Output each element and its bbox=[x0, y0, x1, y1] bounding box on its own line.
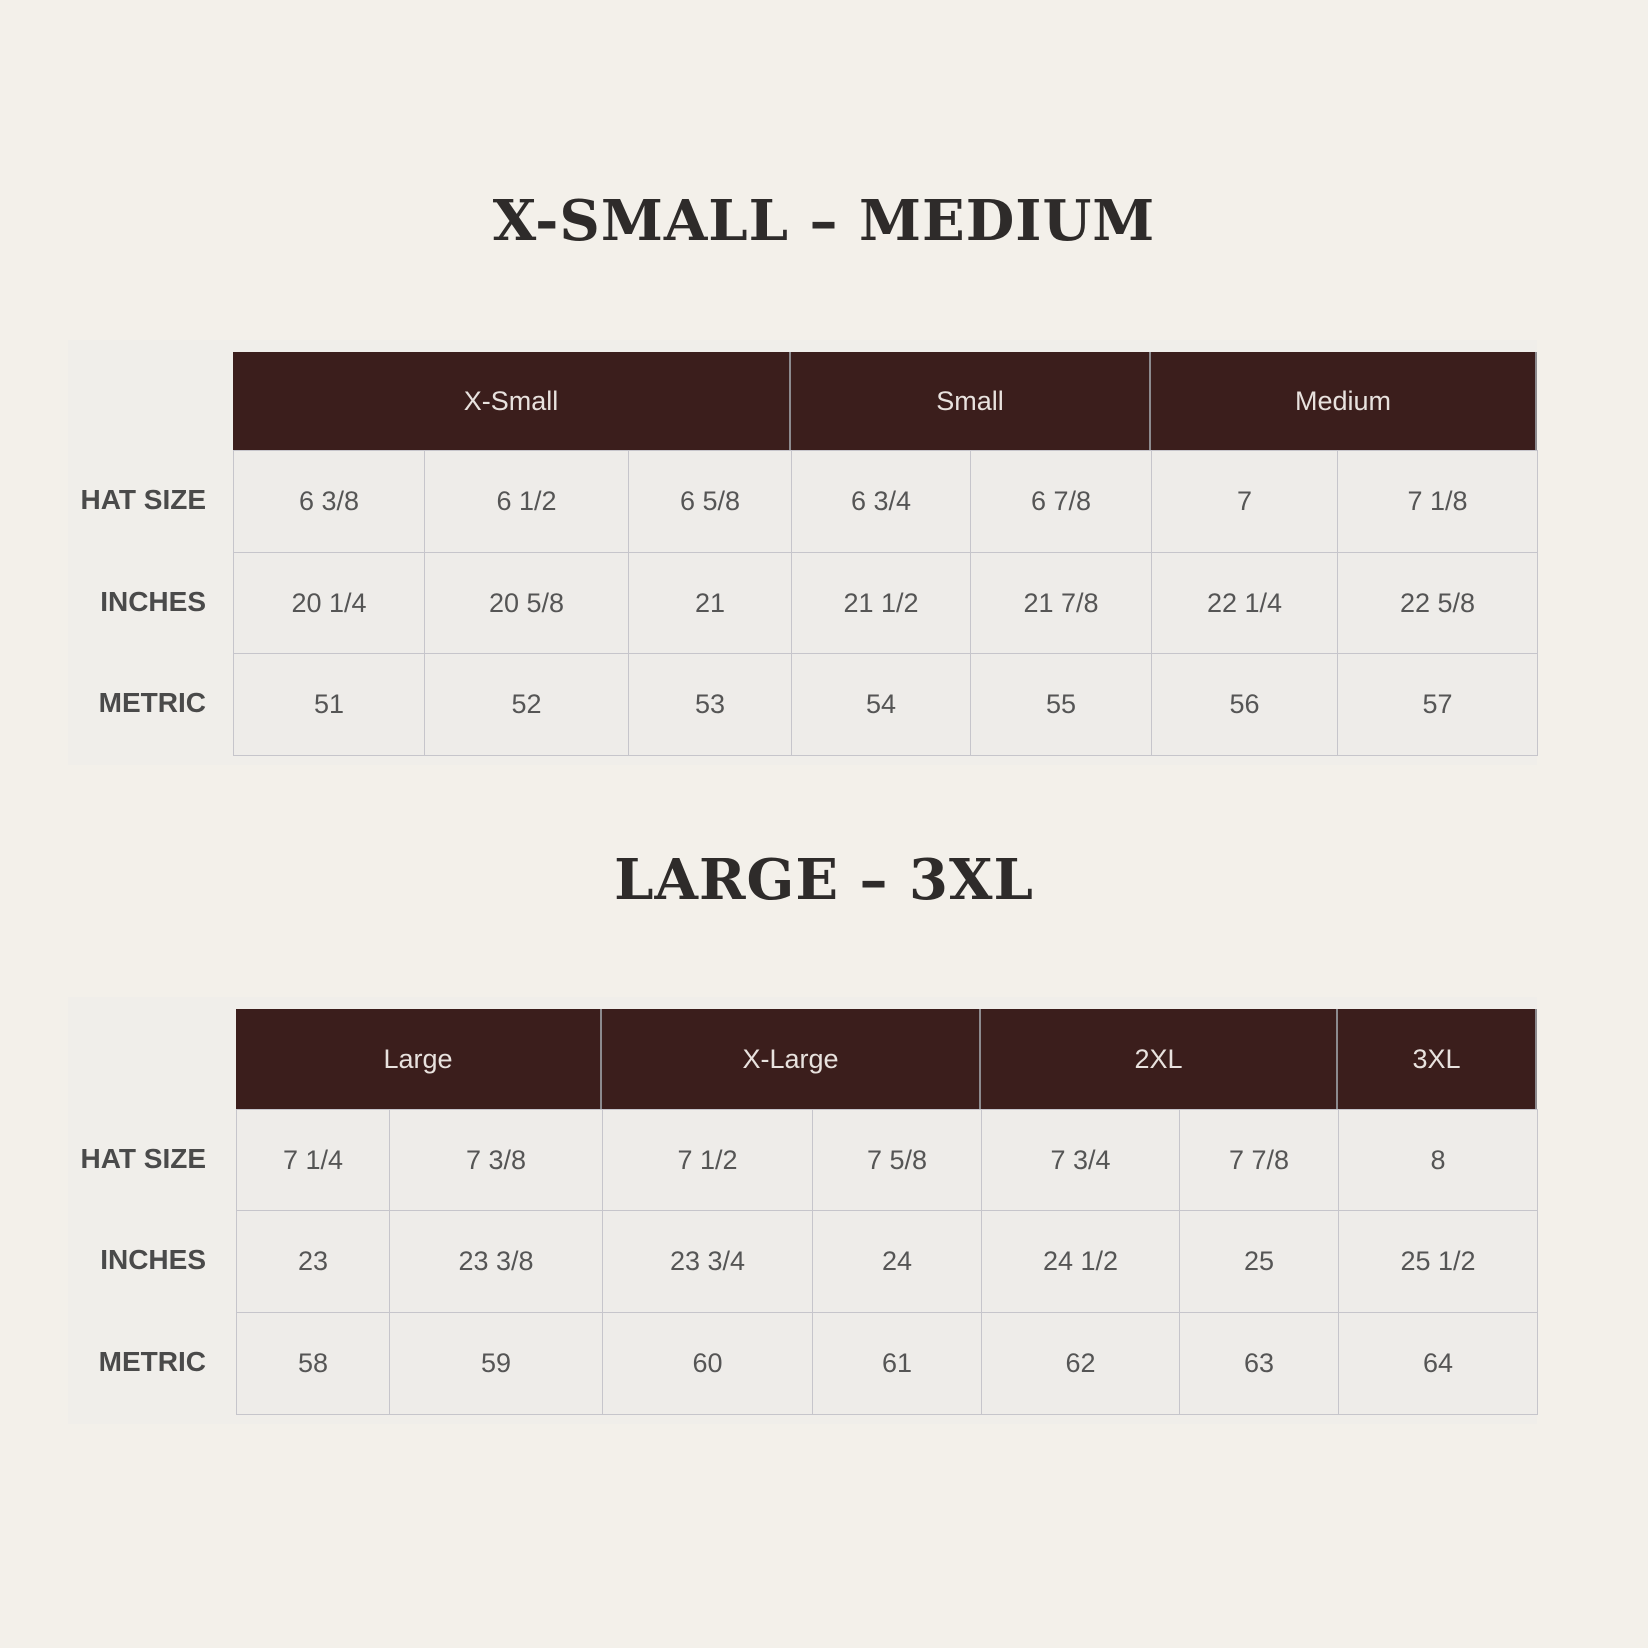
table-cell: 59 bbox=[389, 1312, 603, 1415]
table-cell: 20 1/4 bbox=[233, 552, 425, 654]
table-cell: 58 bbox=[236, 1312, 390, 1415]
table-cell: 54 bbox=[791, 653, 971, 756]
table-cell: 63 bbox=[1179, 1312, 1339, 1415]
table-cell: 7 7/8 bbox=[1179, 1109, 1339, 1211]
size-group-header: 2XL bbox=[981, 1009, 1338, 1109]
table-cell: 25 bbox=[1179, 1210, 1339, 1313]
table-cell: 23 3/8 bbox=[389, 1210, 603, 1313]
row-label: METRIC bbox=[98, 1346, 206, 1377]
table-cell: 23 bbox=[236, 1210, 390, 1313]
table-cell: 6 1/2 bbox=[424, 450, 629, 553]
table-cell: 53 bbox=[628, 653, 792, 756]
table-cell: 21 1/2 bbox=[791, 552, 971, 654]
table-cell: 60 bbox=[602, 1312, 813, 1415]
table-cell: 22 5/8 bbox=[1337, 552, 1538, 654]
table-cell: 6 3/8 bbox=[233, 450, 425, 553]
table-cell: 52 bbox=[424, 653, 629, 756]
table-cell: 7 1/4 bbox=[236, 1109, 390, 1211]
table-cell: 7 3/8 bbox=[389, 1109, 603, 1211]
table-cell: 23 3/4 bbox=[602, 1210, 813, 1313]
table-cell: 7 1/2 bbox=[602, 1109, 813, 1211]
row-label: INCHES bbox=[100, 585, 206, 617]
table-cell: 22 1/4 bbox=[1151, 552, 1338, 654]
table-cell: 8 bbox=[1338, 1109, 1538, 1211]
section-title: LARGE – 3XL bbox=[614, 847, 1034, 913]
table-cell: 62 bbox=[981, 1312, 1180, 1415]
table-cell: 21 bbox=[628, 552, 792, 654]
size-group-header: 3XL bbox=[1338, 1009, 1537, 1109]
table-cell: 7 3/4 bbox=[981, 1109, 1180, 1211]
row-label: METRIC bbox=[98, 687, 206, 718]
table-cell: 20 5/8 bbox=[424, 552, 629, 654]
table-cell: 7 5/8 bbox=[812, 1109, 982, 1211]
table-cell: 6 3/4 bbox=[791, 450, 971, 553]
size-group-header: Large bbox=[236, 1009, 602, 1109]
table-cell: 61 bbox=[812, 1312, 982, 1415]
table-cell: 6 5/8 bbox=[628, 450, 792, 553]
table-cell: 25 1/2 bbox=[1338, 1210, 1538, 1313]
table-cell: 7 1/8 bbox=[1337, 450, 1538, 553]
table-cell: 56 bbox=[1151, 653, 1338, 756]
row-label: HAT SIZE bbox=[80, 1142, 206, 1174]
table-cell: 55 bbox=[970, 653, 1152, 756]
table-cell: 6 7/8 bbox=[970, 450, 1152, 553]
size-group-header: X-Small bbox=[233, 352, 791, 450]
table-cell: 7 bbox=[1151, 450, 1338, 553]
size-group-header: Small bbox=[791, 352, 1151, 450]
table-cell: 64 bbox=[1338, 1312, 1538, 1415]
size-group-header: X-Large bbox=[602, 1009, 981, 1109]
table-cell: 21 7/8 bbox=[970, 552, 1152, 654]
size-group-header: Medium bbox=[1151, 352, 1537, 450]
table-cell: 24 bbox=[812, 1210, 982, 1313]
row-label: HAT SIZE bbox=[80, 484, 206, 515]
table-cell: 51 bbox=[233, 653, 425, 756]
section-title: X-SMALL – MEDIUM bbox=[492, 188, 1156, 254]
table-cell: 24 1/2 bbox=[981, 1210, 1180, 1313]
table-cell: 57 bbox=[1337, 653, 1538, 756]
row-label: INCHES bbox=[100, 1244, 206, 1275]
